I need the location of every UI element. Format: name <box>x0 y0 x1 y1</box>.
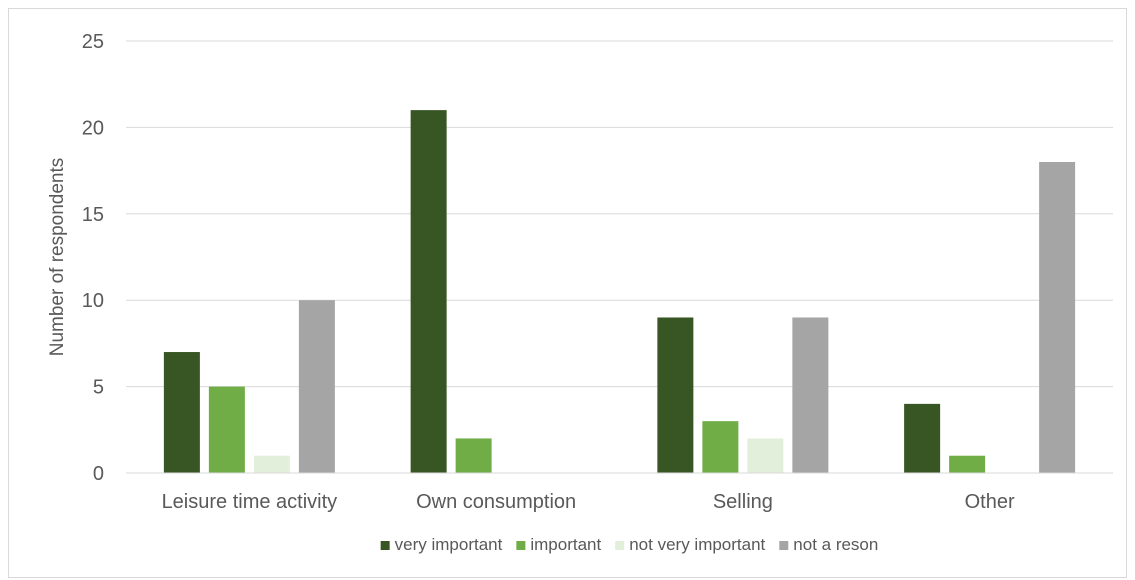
y-tick-label: 15 <box>82 204 104 226</box>
y-tick-label: 5 <box>93 377 104 399</box>
bar-important-selling <box>702 421 739 473</box>
legend-swatch <box>615 541 625 550</box>
bars <box>163 110 1076 474</box>
bar-not-very-important-leisure-time-activity <box>253 455 290 473</box>
legend: very important important not very importan… <box>380 535 878 554</box>
bar-important-other <box>949 455 986 473</box>
y-axis-ticks: 0 5 10 15 20 25 <box>82 31 104 485</box>
legend-swatch <box>380 541 390 550</box>
bar-not-a-reson-other <box>1039 161 1076 473</box>
bar-important-leisure-time-activity <box>208 386 245 473</box>
y-tick-label: 10 <box>82 290 104 312</box>
bar-not-a-reson-leisure-time-activity <box>298 300 335 473</box>
y-tick-label: 0 <box>93 463 104 485</box>
legend-label: not very important <box>629 535 765 554</box>
bar-very-important-other <box>904 403 941 473</box>
legend-label: important <box>530 535 601 554</box>
gridlines <box>126 40 1113 388</box>
bar-very-important-selling <box>657 317 694 473</box>
y-axis-title: Number of respondents <box>47 158 68 357</box>
chart-area <box>8 8 1127 578</box>
bar-very-important-own-consumption <box>410 110 447 474</box>
legend-swatch <box>779 541 789 550</box>
legend-label: very important <box>395 535 503 554</box>
x-axis-labels: Leisure time activity Own consumption Sell… <box>162 491 1015 513</box>
x-tick-label: Other <box>965 491 1015 513</box>
x-tick-label: Selling <box>713 491 773 513</box>
x-tick-label: Leisure time activity <box>162 491 338 513</box>
x-tick-label: Own consumption <box>416 491 576 513</box>
legend-label: not a reson <box>793 535 878 554</box>
bar-not-very-important-selling <box>747 438 784 473</box>
y-tick-label: 20 <box>82 117 104 139</box>
y-tick-label: 25 <box>82 31 104 53</box>
bar-not-a-reson-selling <box>792 317 829 473</box>
bar-very-important-leisure-time-activity <box>163 352 200 473</box>
bar-important-own-consumption <box>455 438 492 473</box>
legend-swatch <box>516 541 526 550</box>
